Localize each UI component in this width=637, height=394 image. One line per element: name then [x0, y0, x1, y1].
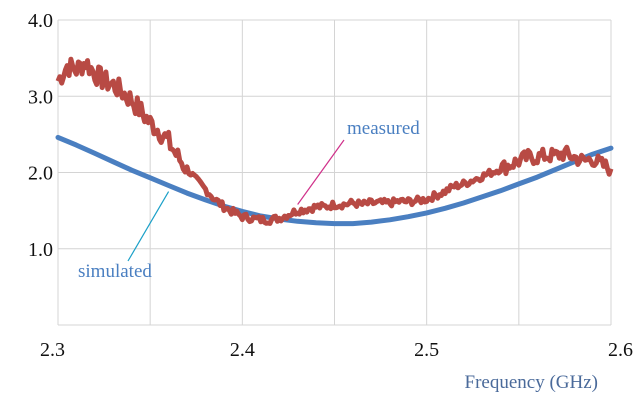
y-axis-ticks: 1.0 2.0 3.0 4.0 — [28, 10, 53, 261]
x-tick-label: 2.3 — [40, 339, 65, 361]
annotation-pointers — [127, 139, 345, 262]
simulated-pointer-line — [127, 191, 170, 262]
annotation-simulated: simulated — [78, 261, 152, 282]
y-tick-label: 4.0 — [28, 10, 53, 32]
y-tick-label: 1.0 — [28, 239, 53, 261]
x-tick-label: 2.6 — [608, 339, 633, 361]
series-line-simulated — [55, 134, 614, 227]
annotation-measured: measured — [347, 118, 420, 139]
series-line-measured — [55, 56, 614, 226]
plot-lines — [55, 56, 614, 227]
x-axis-label: Frequency (GHz) — [465, 372, 598, 393]
x-axis-ticks: 2.3 2.4 2.5 2.6 — [40, 339, 633, 361]
x-tick-label: 2.5 — [414, 339, 439, 361]
measured-pointer-line — [297, 139, 345, 205]
x-tick-label: 2.4 — [230, 339, 255, 361]
y-tick-label: 3.0 — [28, 86, 53, 108]
y-tick-label: 2.0 — [28, 163, 53, 185]
grid — [57, 19, 612, 326]
